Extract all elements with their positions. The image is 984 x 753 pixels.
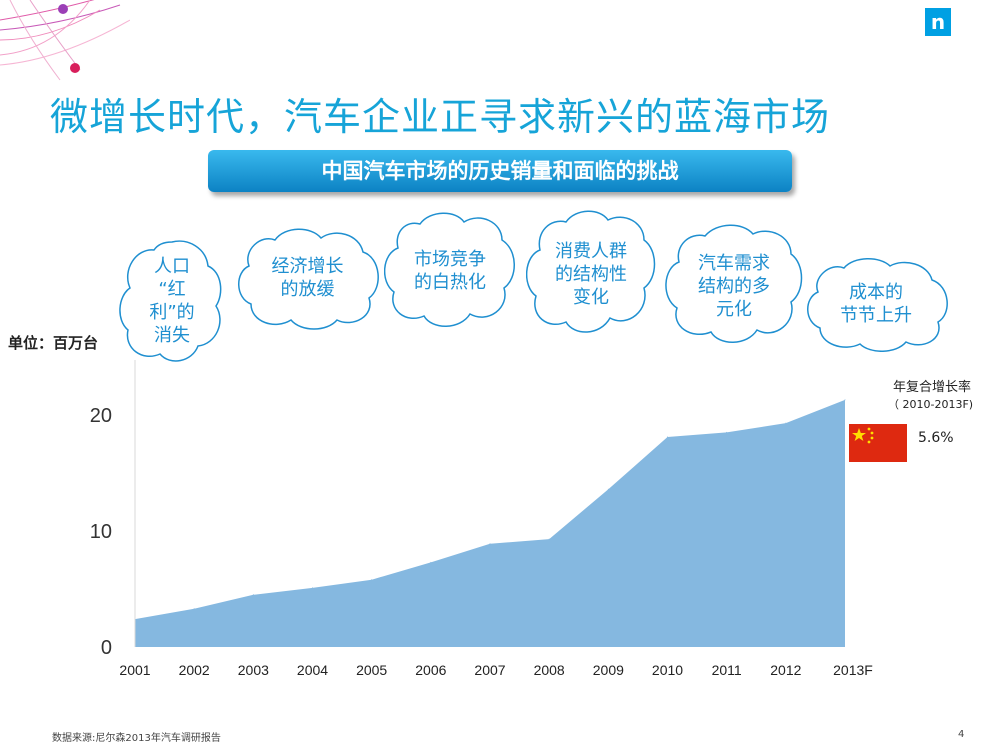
cloud-callout-demand: 汽车需求 结构的多 元化 xyxy=(665,222,803,350)
data-point-2008 xyxy=(548,538,550,540)
data-point-2010 xyxy=(667,436,668,438)
cloud-label: 市场竞争 的白热化 xyxy=(414,249,486,293)
china-flag-icon xyxy=(849,424,907,462)
unit-label: 单位：百万台 xyxy=(8,334,99,352)
y-tick-label: 0 xyxy=(101,637,112,659)
decorative-arc-lines xyxy=(0,0,130,81)
nielsen-logo: n xyxy=(925,8,951,36)
cagr-title: 年复合增长率 xyxy=(893,380,972,395)
data-point-2004 xyxy=(312,587,313,589)
x-tick-label: 2009 xyxy=(593,662,624,678)
data-point-2002 xyxy=(193,608,195,610)
page-title: 微增长时代，汽车企业正寻求新兴的蓝海市场 xyxy=(50,95,831,139)
cloud-callout-population: 人口 “红 利”的 消失 xyxy=(118,236,226,366)
cloud-callout-economy: 经济增长 的放缓 xyxy=(235,226,380,330)
x-tick-label: 2002 xyxy=(179,662,210,678)
x-tick-label: 2010 xyxy=(652,662,683,678)
data-point-2011 xyxy=(726,431,728,433)
cloud-callout-costs: 成本的 节节上升 xyxy=(804,256,948,352)
section-banner: 中国汽车市场的历史销量和面临的挑战 xyxy=(208,150,792,192)
cagr-range: （ 2010-2013F) xyxy=(888,398,974,411)
x-tick-label: 2004 xyxy=(297,662,328,678)
x-tick-label: 2007 xyxy=(474,662,505,678)
data-source-note: 数据来源:尼尔森2013年汽车调研报告 xyxy=(52,733,221,744)
data-point-2012 xyxy=(785,422,787,424)
cloud-label: 汽车需求 结构的多 元化 xyxy=(698,252,770,320)
cloud-label: 消费人群 的结构性 变化 xyxy=(555,240,627,308)
y-tick-label: 20 xyxy=(90,405,112,427)
y-tick-label: 10 xyxy=(90,521,112,543)
x-tick-label: 2011 xyxy=(712,662,742,678)
series-area xyxy=(135,399,845,647)
cloud-label: 人口 “红 利”的 消失 xyxy=(149,256,195,346)
x-tick-label: 2001 xyxy=(119,662,150,678)
data-point-2007 xyxy=(489,543,491,545)
x-tick-label: 2013F xyxy=(833,662,873,678)
cloud-label: 经济增长 的放缓 xyxy=(271,256,344,300)
data-point-2006 xyxy=(430,561,432,563)
x-tick-label: 2012 xyxy=(770,662,801,678)
x-tick-label: 2005 xyxy=(356,662,387,678)
data-point-2013F xyxy=(844,399,846,401)
cloud-callout-consumers: 消费人群 的结构性 变化 xyxy=(526,208,656,340)
x-tick-label: 2008 xyxy=(534,662,565,678)
data-point-2009 xyxy=(607,488,609,490)
page-number: 4 xyxy=(958,729,965,740)
data-point-2005 xyxy=(371,579,373,581)
data-point-2003 xyxy=(252,594,254,596)
x-tick-label: 2006 xyxy=(415,662,446,678)
cloud-callout-competition: 市场竞争 的白热化 xyxy=(384,210,516,332)
cloud-label: 成本的 节节上升 xyxy=(840,282,912,326)
x-tick-label: 2003 xyxy=(238,662,269,678)
cagr-value: 5.6% xyxy=(918,430,954,446)
